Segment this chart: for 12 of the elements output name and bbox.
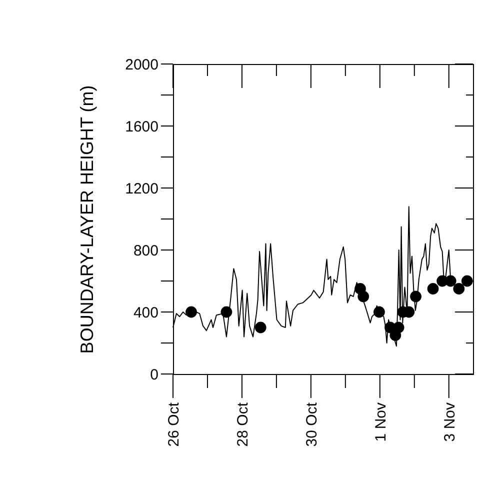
y-tick-label: 1600 (125, 118, 158, 136)
x-tick-label: 1 Nov (372, 402, 390, 442)
y-tick-label: 0 (150, 366, 158, 384)
y-tick-label: 2000 (125, 56, 158, 74)
y-tick-label: 1200 (125, 180, 158, 198)
y-tick-label: 400 (133, 304, 158, 322)
x-tick-label: 30 Oct (303, 402, 320, 447)
y-axis-title: BOUNDARY-LAYER HEIGHT (m) (77, 85, 98, 354)
x-tick-label: 3 Nov (441, 402, 458, 442)
x-tick-label: 26 Oct (166, 402, 182, 447)
y-tick-label: 800 (133, 242, 158, 260)
x-tick-label: 28 Oct (234, 402, 252, 447)
